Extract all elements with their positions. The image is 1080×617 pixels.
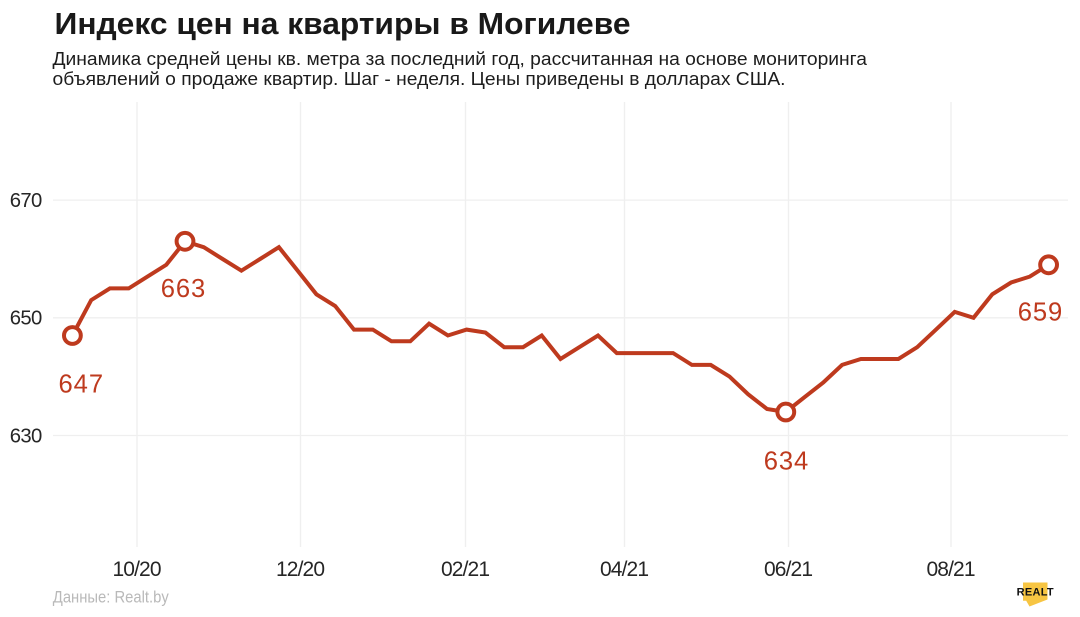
svg-text:670: 670 (10, 190, 43, 212)
svg-text:02/21: 02/21 (441, 558, 490, 581)
svg-text:659: 659 (1018, 299, 1063, 327)
svg-text:Динамика средней цены кв. метр: Динамика средней цены кв. метра за после… (53, 48, 868, 69)
svg-text:634: 634 (764, 448, 809, 476)
svg-text:12/20: 12/20 (276, 558, 325, 581)
svg-text:647: 647 (59, 371, 104, 399)
svg-text:04/21: 04/21 (600, 558, 649, 581)
svg-text:Индекс цен на квартиры в Могил: Индекс цен на квартиры в Могилеве (55, 6, 631, 41)
svg-text:650: 650 (10, 308, 43, 330)
svg-text:объявлений о продаже квартир.: объявлений о продаже квартир. Шаг - неде… (53, 68, 786, 89)
svg-text:663: 663 (161, 275, 206, 303)
svg-text:630: 630 (10, 426, 43, 448)
svg-text:Данные: Realt.by: Данные: Realt.by (53, 589, 170, 607)
svg-text:06/21: 06/21 (764, 558, 813, 581)
svg-text:10/20: 10/20 (113, 558, 162, 581)
svg-text:08/21: 08/21 (927, 558, 976, 581)
svg-text:REALT: REALT (1017, 587, 1054, 599)
